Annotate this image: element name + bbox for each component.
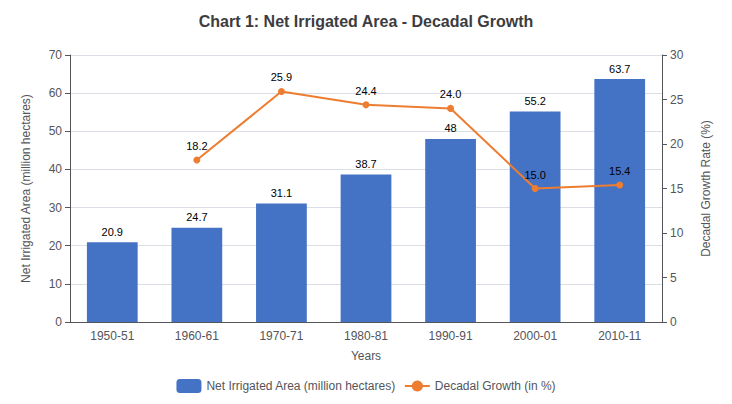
svg-text:31.1: 31.1 <box>271 187 292 199</box>
svg-text:1990-91: 1990-91 <box>429 329 473 343</box>
svg-text:1960-61: 1960-61 <box>175 329 219 343</box>
svg-text:Decadal Growth Rate (%): Decadal Growth Rate (%) <box>699 120 713 257</box>
svg-text:1970-71: 1970-71 <box>259 329 303 343</box>
svg-text:25.9: 25.9 <box>271 71 292 83</box>
svg-text:Chart 1: Net Irrigated Area -: Chart 1: Net Irrigated Area - Decadal Gr… <box>199 13 534 30</box>
svg-text:70: 70 <box>49 48 63 62</box>
svg-text:63.7: 63.7 <box>609 63 630 75</box>
svg-text:20: 20 <box>670 137 684 151</box>
svg-text:48: 48 <box>444 122 456 134</box>
svg-text:0: 0 <box>55 315 62 329</box>
svg-text:20: 20 <box>49 239 63 253</box>
svg-text:18.2: 18.2 <box>186 140 207 152</box>
svg-text:1950-51: 1950-51 <box>90 329 134 343</box>
svg-text:55.2: 55.2 <box>524 95 545 107</box>
svg-text:0: 0 <box>670 315 677 329</box>
svg-text:40: 40 <box>49 162 63 176</box>
svg-text:15.4: 15.4 <box>609 165 630 177</box>
svg-text:Decadal Growth (in %): Decadal Growth (in %) <box>435 379 556 393</box>
svg-text:24.0: 24.0 <box>440 88 461 100</box>
svg-text:24.4: 24.4 <box>355 85 376 97</box>
svg-text:2000-01: 2000-01 <box>513 329 557 343</box>
svg-text:2010-11: 2010-11 <box>598 329 641 343</box>
svg-text:30: 30 <box>49 201 63 215</box>
svg-text:60: 60 <box>49 86 63 100</box>
svg-text:20.9: 20.9 <box>102 226 123 238</box>
svg-text:50: 50 <box>49 124 63 138</box>
svg-text:38.7: 38.7 <box>355 158 376 170</box>
svg-text:Net Irrigated Area (million he: Net Irrigated Area (million hectares) <box>206 379 395 393</box>
svg-text:Years: Years <box>351 349 381 363</box>
svg-text:25: 25 <box>670 93 684 107</box>
svg-text:15.0: 15.0 <box>524 169 545 181</box>
svg-text:30: 30 <box>670 48 684 62</box>
svg-text:10: 10 <box>670 226 684 240</box>
svg-text:Net Irrigated Area (million he: Net Irrigated Area (million hectares) <box>19 94 33 283</box>
svg-text:15: 15 <box>670 182 684 196</box>
svg-text:1980-81: 1980-81 <box>344 329 388 343</box>
svg-text:5: 5 <box>670 271 677 285</box>
svg-text:24.7: 24.7 <box>186 211 207 223</box>
svg-text:10: 10 <box>49 277 63 291</box>
